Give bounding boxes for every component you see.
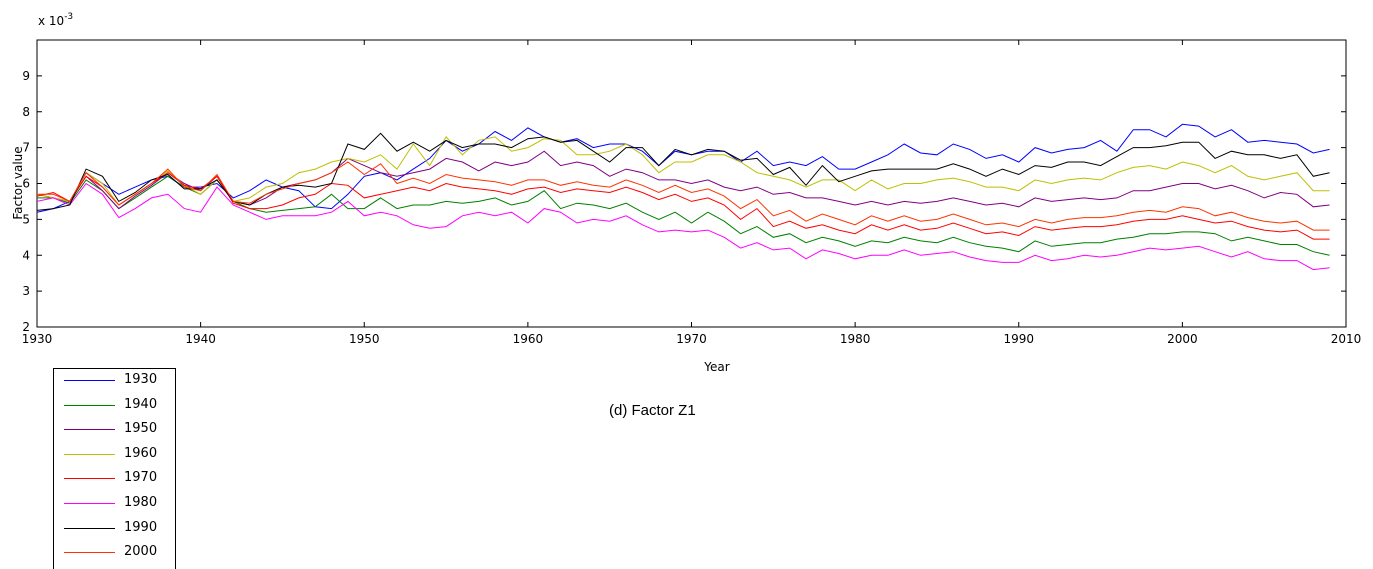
series-line-1940 xyxy=(37,175,1330,256)
x-tick-label: 1990 xyxy=(1003,332,1034,346)
y-tick-label: 7 xyxy=(22,141,30,155)
legend-item-1960: 1960 xyxy=(54,443,175,468)
legend-label: 1930 xyxy=(124,372,158,387)
y-tick-label: 6 xyxy=(22,177,30,191)
series-line-1960 xyxy=(36,136,1330,206)
legend-item-1990: 1990 xyxy=(54,517,175,542)
legend: 1930 1940 1950 1960 1970 1980 1990 2000 xyxy=(53,368,176,569)
x-tick-label: 1970 xyxy=(676,332,707,346)
series-line-2000 xyxy=(37,161,1330,231)
legend-label: 1990 xyxy=(124,519,158,535)
x-tick-label: 1980 xyxy=(840,332,871,346)
legend-item-1940: 1940 xyxy=(54,394,175,419)
legend-swatch xyxy=(64,527,115,529)
figure-caption: (d) Factor Z1 xyxy=(609,402,696,419)
legend-item-1980: 1980 xyxy=(54,492,175,517)
y-axis-label: Factor value xyxy=(11,146,25,219)
y-tick-label: 9 xyxy=(22,69,30,83)
legend-label: 1970 xyxy=(124,470,158,486)
legend-label: 1950 xyxy=(124,421,158,437)
x-tick-label: 1930 xyxy=(22,332,53,346)
x-tick-label: 2010 xyxy=(1331,332,1362,346)
series-line-1980 xyxy=(36,182,1330,271)
x-tick-label: 1950 xyxy=(349,332,380,346)
series-line-1970 xyxy=(36,172,1330,240)
y-tick-label: 3 xyxy=(22,284,30,298)
legend-label: 2000 xyxy=(124,544,158,560)
y-axis-ticks: 2 3 4 5 6 7 8 9 xyxy=(22,69,1346,334)
x-axis-ticks: 1930 1940 1950 1960 1970 1980 1990 2000 2010 xyxy=(22,40,1362,346)
y-tick-label: 2 xyxy=(22,320,30,334)
legend-item-1930: 1930 xyxy=(54,369,175,394)
x-tick-label: 2000 xyxy=(1167,332,1198,346)
series-line-1950 xyxy=(36,150,1330,210)
legend-label: 1980 xyxy=(124,494,158,510)
legend-swatch xyxy=(64,552,115,554)
series-line-1990 xyxy=(36,132,1330,211)
x-axis-label: Year xyxy=(703,360,729,374)
legend-label: 1960 xyxy=(124,445,158,461)
legend-item-2000: 2000 xyxy=(54,541,175,566)
exponent-base: x 10 xyxy=(38,14,64,28)
legend-item-1950: 1950 xyxy=(54,418,175,443)
legend-swatch xyxy=(64,478,115,480)
x-tick-label: 1940 xyxy=(185,332,216,346)
legend-swatch xyxy=(64,404,115,406)
exponent-power: -3 xyxy=(64,12,73,22)
legend-label: 1940 xyxy=(124,396,158,412)
y-axis-exponent: x 10-3 xyxy=(38,12,73,28)
x-tick-label: 1960 xyxy=(513,332,544,346)
y-tick-label: 5 xyxy=(22,212,30,226)
y-tick-label: 4 xyxy=(22,248,30,262)
series-line-1930 xyxy=(36,123,1330,213)
legend-swatch xyxy=(64,502,115,504)
series-group xyxy=(36,123,1330,271)
legend-swatch xyxy=(64,380,115,381)
legend-swatch xyxy=(64,429,115,431)
legend-swatch xyxy=(64,453,115,455)
legend-item-1970: 1970 xyxy=(54,467,175,492)
y-tick-label: 8 xyxy=(22,105,30,119)
